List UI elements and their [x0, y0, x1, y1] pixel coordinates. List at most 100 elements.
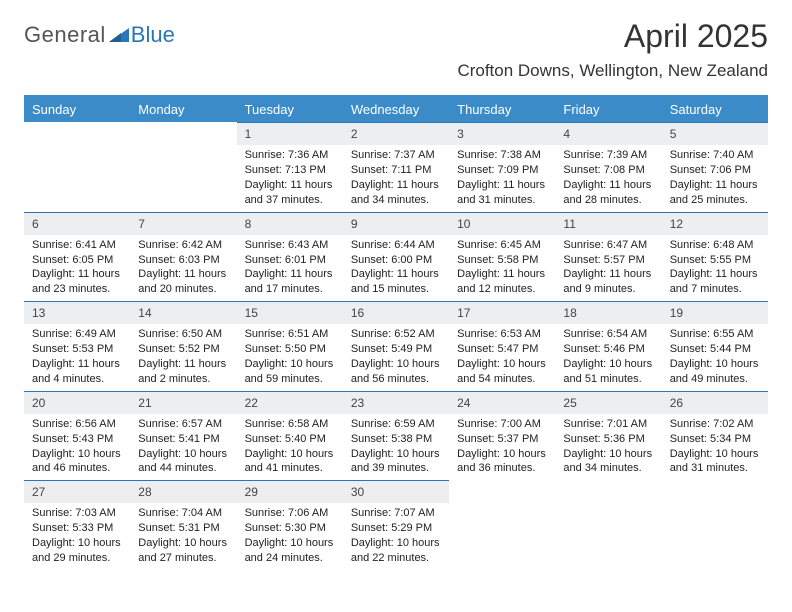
calendar-week-row: 27Sunrise: 7:03 AMSunset: 5:33 PMDayligh… [24, 480, 768, 570]
daylight-line: Daylight: 11 hours and 20 minutes. [138, 267, 228, 297]
day-body: Sunrise: 6:58 AMSunset: 5:40 PMDaylight:… [237, 414, 343, 480]
sunset-line: Sunset: 5:53 PM [32, 342, 122, 357]
day-body: Sunrise: 6:42 AMSunset: 6:03 PMDaylight:… [130, 235, 236, 301]
daylight-line: Daylight: 10 hours and 49 minutes. [670, 357, 760, 387]
day-number: 14 [130, 301, 236, 324]
calendar-cell: 5Sunrise: 7:40 AMSunset: 7:06 PMDaylight… [662, 122, 768, 212]
day-body: Sunrise: 6:59 AMSunset: 5:38 PMDaylight:… [343, 414, 449, 480]
sunset-line: Sunset: 7:13 PM [245, 163, 335, 178]
day-header-row: SundayMondayTuesdayWednesdayThursdayFrid… [24, 96, 768, 122]
sunset-line: Sunset: 5:50 PM [245, 342, 335, 357]
daylight-line: Daylight: 10 hours and 27 minutes. [138, 536, 228, 566]
daylight-line: Daylight: 10 hours and 36 minutes. [457, 447, 547, 477]
sunset-line: Sunset: 5:57 PM [563, 253, 653, 268]
day-body: Sunrise: 6:47 AMSunset: 5:57 PMDaylight:… [555, 235, 661, 301]
daylight-line: Daylight: 11 hours and 15 minutes. [351, 267, 441, 297]
sunset-line: Sunset: 5:30 PM [245, 521, 335, 536]
day-body: Sunrise: 6:52 AMSunset: 5:49 PMDaylight:… [343, 324, 449, 390]
calendar-cell [24, 122, 130, 212]
sunrise-line: Sunrise: 6:51 AM [245, 327, 335, 342]
sunrise-line: Sunrise: 7:01 AM [563, 417, 653, 432]
day-body: Sunrise: 7:02 AMSunset: 5:34 PMDaylight:… [662, 414, 768, 480]
day-body: Sunrise: 6:57 AMSunset: 5:41 PMDaylight:… [130, 414, 236, 480]
calendar-cell: 16Sunrise: 6:52 AMSunset: 5:49 PMDayligh… [343, 301, 449, 391]
sunrise-line: Sunrise: 6:56 AM [32, 417, 122, 432]
day-number: 25 [555, 391, 661, 414]
sunrise-line: Sunrise: 7:38 AM [457, 148, 547, 163]
sunset-line: Sunset: 5:47 PM [457, 342, 547, 357]
calendar-cell: 15Sunrise: 6:51 AMSunset: 5:50 PMDayligh… [237, 301, 343, 391]
sunset-line: Sunset: 6:00 PM [351, 253, 441, 268]
daylight-line: Daylight: 10 hours and 22 minutes. [351, 536, 441, 566]
day-body: Sunrise: 6:56 AMSunset: 5:43 PMDaylight:… [24, 414, 130, 480]
brand-triangle-icon [109, 26, 129, 42]
sunrise-line: Sunrise: 6:47 AM [563, 238, 653, 253]
daylight-line: Daylight: 11 hours and 23 minutes. [32, 267, 122, 297]
day-number: 3 [449, 122, 555, 145]
sunset-line: Sunset: 5:46 PM [563, 342, 653, 357]
sunset-line: Sunset: 5:52 PM [138, 342, 228, 357]
calendar-cell: 6Sunrise: 6:41 AMSunset: 6:05 PMDaylight… [24, 212, 130, 302]
sunset-line: Sunset: 5:29 PM [351, 521, 441, 536]
calendar-cell: 17Sunrise: 6:53 AMSunset: 5:47 PMDayligh… [449, 301, 555, 391]
sunrise-line: Sunrise: 7:40 AM [670, 148, 760, 163]
calendar-week-row: 6Sunrise: 6:41 AMSunset: 6:05 PMDaylight… [24, 212, 768, 302]
calendar-cell: 28Sunrise: 7:04 AMSunset: 5:31 PMDayligh… [130, 480, 236, 570]
day-body: Sunrise: 6:48 AMSunset: 5:55 PMDaylight:… [662, 235, 768, 301]
daylight-line: Daylight: 10 hours and 54 minutes. [457, 357, 547, 387]
calendar-cell: 27Sunrise: 7:03 AMSunset: 5:33 PMDayligh… [24, 480, 130, 570]
brand-part1: General [24, 22, 106, 48]
calendar-cell [662, 480, 768, 570]
day-body: Sunrise: 6:54 AMSunset: 5:46 PMDaylight:… [555, 324, 661, 390]
sunset-line: Sunset: 5:40 PM [245, 432, 335, 447]
sunrise-line: Sunrise: 7:07 AM [351, 506, 441, 521]
calendar-cell: 8Sunrise: 6:43 AMSunset: 6:01 PMDaylight… [237, 212, 343, 302]
sunrise-line: Sunrise: 6:54 AM [563, 327, 653, 342]
daylight-line: Daylight: 11 hours and 28 minutes. [563, 178, 653, 208]
daylight-line: Daylight: 10 hours and 46 minutes. [32, 447, 122, 477]
day-body: Sunrise: 6:50 AMSunset: 5:52 PMDaylight:… [130, 324, 236, 390]
brand-part2: Blue [131, 22, 175, 48]
daylight-line: Daylight: 11 hours and 9 minutes. [563, 267, 653, 297]
day-body: Sunrise: 6:53 AMSunset: 5:47 PMDaylight:… [449, 324, 555, 390]
daylight-line: Daylight: 11 hours and 34 minutes. [351, 178, 441, 208]
sunset-line: Sunset: 7:09 PM [457, 163, 547, 178]
day-number: 5 [662, 122, 768, 145]
daylight-line: Daylight: 10 hours and 56 minutes. [351, 357, 441, 387]
sunset-line: Sunset: 5:31 PM [138, 521, 228, 536]
sunrise-line: Sunrise: 6:42 AM [138, 238, 228, 253]
sunrise-line: Sunrise: 7:36 AM [245, 148, 335, 163]
day-number: 27 [24, 480, 130, 503]
calendar-cell: 24Sunrise: 7:00 AMSunset: 5:37 PMDayligh… [449, 391, 555, 481]
calendar-cell: 29Sunrise: 7:06 AMSunset: 5:30 PMDayligh… [237, 480, 343, 570]
sunrise-line: Sunrise: 7:37 AM [351, 148, 441, 163]
daylight-line: Daylight: 10 hours and 29 minutes. [32, 536, 122, 566]
day-number: 15 [237, 301, 343, 324]
day-body: Sunrise: 7:40 AMSunset: 7:06 PMDaylight:… [662, 145, 768, 211]
sunrise-line: Sunrise: 6:43 AM [245, 238, 335, 253]
day-header: Friday [555, 96, 661, 122]
calendar-table: SundayMondayTuesdayWednesdayThursdayFrid… [24, 95, 768, 570]
calendar-cell: 18Sunrise: 6:54 AMSunset: 5:46 PMDayligh… [555, 301, 661, 391]
sunrise-line: Sunrise: 7:06 AM [245, 506, 335, 521]
day-number: 24 [449, 391, 555, 414]
sunrise-line: Sunrise: 7:00 AM [457, 417, 547, 432]
calendar-cell: 22Sunrise: 6:58 AMSunset: 5:40 PMDayligh… [237, 391, 343, 481]
sunset-line: Sunset: 7:11 PM [351, 163, 441, 178]
calendar-week-row: 13Sunrise: 6:49 AMSunset: 5:53 PMDayligh… [24, 301, 768, 391]
sunset-line: Sunset: 7:08 PM [563, 163, 653, 178]
sunrise-line: Sunrise: 6:57 AM [138, 417, 228, 432]
sunrise-line: Sunrise: 6:59 AM [351, 417, 441, 432]
day-header: Saturday [662, 96, 768, 122]
sunrise-line: Sunrise: 7:02 AM [670, 417, 760, 432]
day-body: Sunrise: 6:41 AMSunset: 6:05 PMDaylight:… [24, 235, 130, 301]
calendar-cell: 14Sunrise: 6:50 AMSunset: 5:52 PMDayligh… [130, 301, 236, 391]
day-number: 4 [555, 122, 661, 145]
day-number: 10 [449, 212, 555, 235]
day-body: Sunrise: 6:55 AMSunset: 5:44 PMDaylight:… [662, 324, 768, 390]
calendar-cell [130, 122, 236, 212]
sunrise-line: Sunrise: 7:03 AM [32, 506, 122, 521]
day-body: Sunrise: 7:06 AMSunset: 5:30 PMDaylight:… [237, 503, 343, 569]
calendar-cell: 10Sunrise: 6:45 AMSunset: 5:58 PMDayligh… [449, 212, 555, 302]
calendar-cell: 25Sunrise: 7:01 AMSunset: 5:36 PMDayligh… [555, 391, 661, 481]
